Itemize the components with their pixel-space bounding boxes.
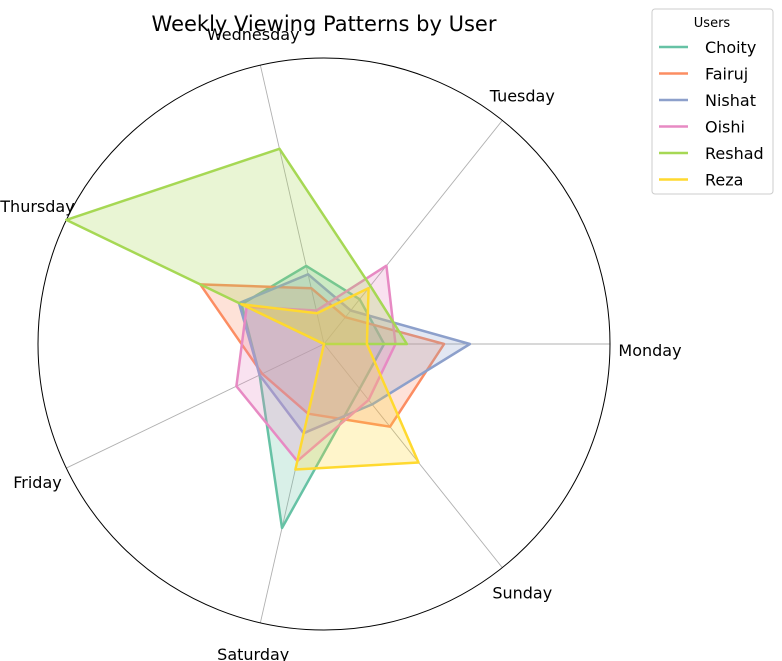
legend-item: Oishi	[659, 118, 745, 137]
axis-labels: Monday Tuesday Wednesday Thursday Friday Satu…	[0, 25, 682, 661]
series-oishi	[235, 264, 397, 463]
legend-label: Fairuj	[705, 65, 748, 84]
legend-item: Reshad	[659, 144, 764, 163]
series-fill	[241, 288, 419, 470]
outer-ring	[37, 57, 611, 631]
series-fill	[66, 148, 407, 344]
legend-label: Nishat	[705, 91, 756, 110]
axis-spoke	[66, 343, 325, 469]
axis-label-tuesday: Tuesday	[489, 86, 555, 105]
series-fill	[239, 274, 470, 434]
legend-label: Reza	[705, 171, 743, 190]
legend-items: Choity Fairuj Nishat Oishi Reshad Reza	[659, 38, 764, 190]
series-reza	[240, 286, 420, 471]
axis-label-monday: Monday	[618, 341, 681, 360]
legend-label: Oishi	[705, 118, 745, 137]
axis-label-sunday: Sunday	[492, 584, 552, 603]
legend: Users Choity Fairuj Nishat Oishi Reshad Reza	[651, 8, 774, 195]
axis-label-wednesday: Wednesday	[207, 25, 300, 44]
legend-item: Reza	[659, 171, 743, 190]
legend-box	[651, 8, 774, 195]
chart-title: Weekly Viewing Patterns by User	[152, 12, 497, 36]
axis-label-saturday: Saturday	[217, 645, 289, 661]
series-fill	[236, 265, 396, 462]
series-group	[65, 147, 472, 530]
series-reshad	[65, 147, 409, 346]
legend-item: Nishat	[659, 91, 756, 110]
series-nishat	[237, 273, 472, 435]
series-line	[235, 264, 397, 463]
axis-label-thursday: Thursday	[0, 197, 75, 216]
legend-title: Users	[694, 16, 731, 31]
legend-label: Choity	[705, 38, 756, 57]
legend-label: Reshad	[705, 144, 764, 163]
legend-item: Choity	[659, 38, 756, 57]
legend-item: Fairuj	[659, 65, 748, 84]
axis-label-friday: Friday	[13, 473, 62, 492]
series-line	[237, 273, 472, 435]
axis-spoke	[259, 65, 325, 345]
axis-spoke	[323, 343, 503, 568]
series-line	[240, 286, 420, 471]
series-line	[65, 147, 409, 346]
axis-spoke	[323, 120, 503, 345]
series-line	[199, 283, 446, 428]
